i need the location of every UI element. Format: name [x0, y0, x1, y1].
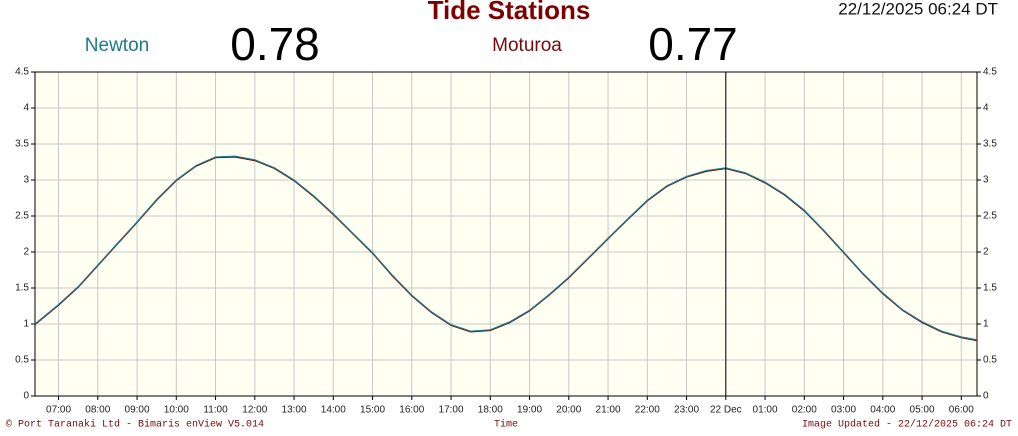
- y-tick-label: 3.5: [15, 139, 29, 150]
- x-tick-label: 18:00: [478, 405, 503, 416]
- x-tick-label: 21:00: [596, 405, 621, 416]
- y-tick-label: 1: [23, 319, 29, 330]
- y-tick-label: 4.5: [15, 67, 29, 78]
- x-tick-label: 19:00: [517, 405, 542, 416]
- y-tick-label: 0.5: [15, 355, 29, 366]
- y-tick-label: 2: [983, 247, 989, 258]
- y-tick-label: 1: [983, 319, 989, 330]
- x-tick-label: 07:00: [46, 405, 71, 416]
- y-tick-label: 2.5: [983, 211, 997, 222]
- y-tick-label: 1.5: [15, 283, 29, 294]
- x-tick-label: 22 Dec: [710, 405, 742, 416]
- x-tick-label: 01:00: [753, 405, 778, 416]
- tide-line: [34, 155, 978, 341]
- x-tick-label: 04:00: [870, 405, 895, 416]
- plot-frame: [34, 71, 978, 397]
- station-name: Moturoa: [492, 35, 562, 56]
- x-tick-label: 05:00: [910, 405, 935, 416]
- x-tick-label: 10:00: [164, 405, 189, 416]
- x-tick-label: 12:00: [242, 405, 267, 416]
- station-name: Newton: [85, 35, 149, 56]
- x-tick-label: 20:00: [556, 405, 581, 416]
- x-tick-label: 08:00: [85, 405, 110, 416]
- x-tick-label: 15:00: [360, 405, 385, 416]
- x-tick-label: 14:00: [321, 405, 346, 416]
- x-tick-label: 11:00: [203, 405, 228, 416]
- y-tick-label: 2.5: [15, 211, 29, 222]
- y-tick-label: 4.5: [983, 67, 997, 78]
- y-tick-label: 0: [23, 391, 29, 402]
- y-tick-label: 3: [983, 175, 989, 186]
- station-value: 0.78: [230, 18, 320, 70]
- x-tick-label: 17:00: [439, 405, 464, 416]
- x-tick-label: 06:00: [949, 405, 974, 416]
- y-tick-label: 4: [983, 103, 989, 114]
- footer-left: © Port Taranaki Ltd - Bimaris enView V5.…: [6, 419, 264, 431]
- y-tick-label: 1.5: [983, 283, 997, 294]
- station-value: 0.77: [648, 18, 738, 70]
- x-axis-label: Time: [494, 419, 518, 431]
- x-tick-label: 02:00: [792, 405, 817, 416]
- y-tick-label: 4: [23, 103, 29, 114]
- x-tick-label: 23:00: [674, 405, 699, 416]
- y-tick-label: 3.5: [983, 139, 997, 150]
- x-tick-label: 13:00: [282, 405, 307, 416]
- chart-title: Tide Stations: [428, 0, 591, 25]
- plot-background: [35, 72, 977, 396]
- x-tick-label: 09:00: [125, 405, 150, 416]
- x-tick-label: 22:00: [635, 405, 660, 416]
- x-tick-label: 03:00: [831, 405, 856, 416]
- x-tick-label: 16:00: [399, 405, 424, 416]
- y-tick-label: 3: [23, 175, 29, 186]
- y-tick-label: 2: [23, 247, 29, 258]
- y-tick-label: 0: [983, 391, 989, 402]
- footer-right: Image Updated - 22/12/2025 06:24 DT: [802, 419, 1012, 431]
- timestamp: 22/12/2025 06:24 DT: [838, 0, 998, 18]
- y-tick-label: 0.5: [983, 355, 997, 366]
